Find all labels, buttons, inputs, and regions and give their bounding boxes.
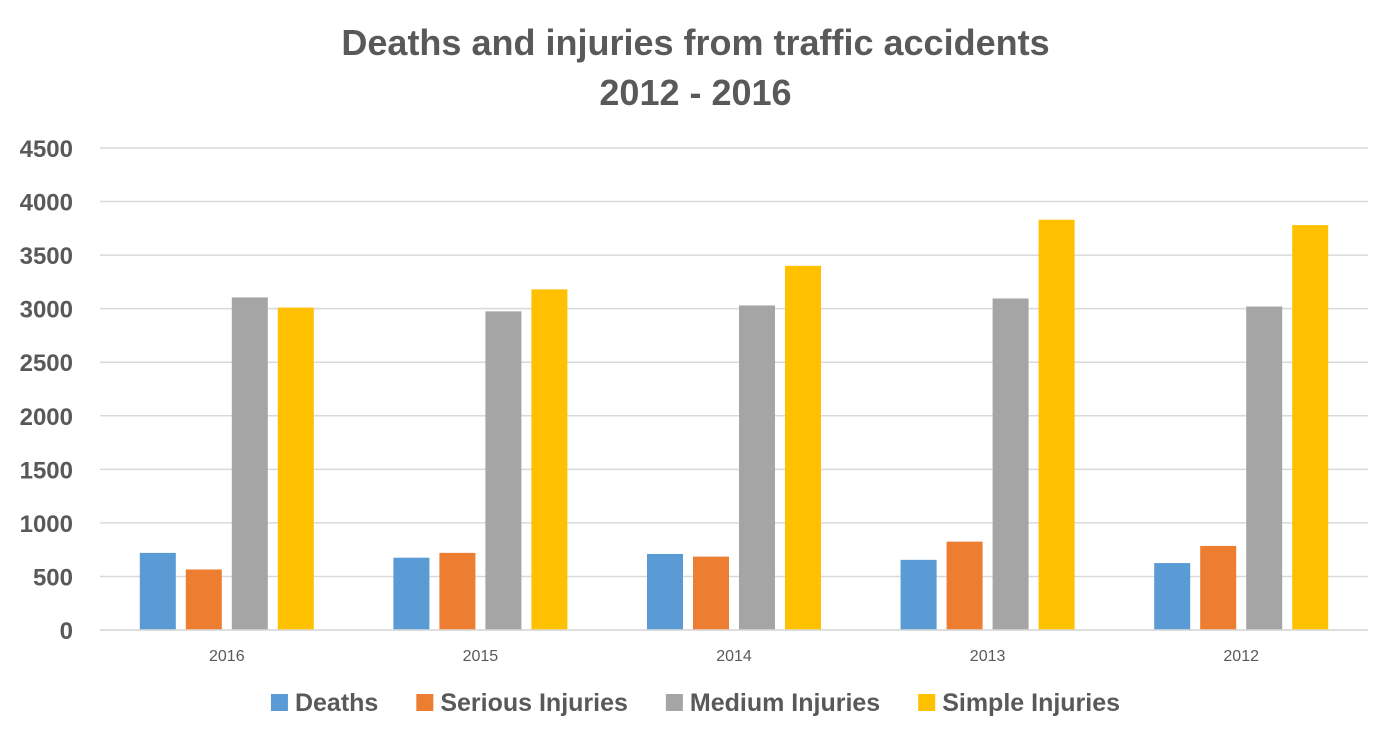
bar-serious-injuries bbox=[946, 541, 983, 630]
bar-medium-injuries bbox=[231, 297, 268, 630]
bar-medium-injuries bbox=[485, 311, 522, 630]
legend-swatch bbox=[270, 694, 288, 711]
legend-label: Deaths bbox=[295, 689, 378, 717]
y-tick-label: 4500 bbox=[20, 136, 73, 163]
y-tick-label: 2500 bbox=[20, 350, 73, 377]
legend-swatch bbox=[918, 694, 936, 711]
bar-deaths bbox=[393, 557, 430, 630]
bar-medium-injuries bbox=[992, 298, 1029, 630]
bar-serious-injuries bbox=[439, 552, 476, 630]
y-tick-label: 2000 bbox=[20, 404, 73, 431]
bar-serious-injuries bbox=[185, 569, 222, 630]
legend-swatch bbox=[665, 694, 683, 711]
x-tick-label: 2013 bbox=[970, 648, 1006, 665]
x-tick-label: 2016 bbox=[209, 648, 245, 665]
bar-simple-injuries bbox=[1292, 225, 1329, 630]
bar-deaths bbox=[139, 552, 176, 630]
y-tick-label: 1000 bbox=[20, 511, 73, 538]
bar-serious-injuries bbox=[693, 556, 729, 630]
x-tick-label: 2012 bbox=[1223, 648, 1259, 665]
bar-simple-injuries bbox=[785, 265, 821, 630]
y-tick-label: 0 bbox=[60, 618, 73, 645]
bar-deaths bbox=[647, 553, 683, 630]
chart-title: Deaths and injuries from traffic acciden… bbox=[341, 22, 1050, 63]
y-tick-label: 3000 bbox=[20, 297, 73, 324]
legend-label: Serious Injuries bbox=[440, 689, 628, 717]
bar-medium-injuries bbox=[739, 305, 775, 630]
bar-deaths bbox=[1154, 563, 1191, 630]
x-tick-label: 2014 bbox=[716, 648, 752, 665]
bar-simple-injuries bbox=[531, 289, 568, 630]
bar-simple-injuries bbox=[277, 307, 314, 630]
legend-label: Medium Injuries bbox=[690, 689, 880, 717]
y-tick-label: 500 bbox=[33, 564, 73, 591]
chart-subtitle: 2012 - 2016 bbox=[599, 72, 792, 113]
legend-label: Simple Injuries bbox=[942, 689, 1120, 717]
legend-swatch bbox=[416, 694, 434, 711]
bar-simple-injuries bbox=[1038, 219, 1075, 630]
x-tick-label: 2015 bbox=[463, 648, 499, 665]
bar-serious-injuries bbox=[1200, 545, 1237, 630]
y-tick-label: 4000 bbox=[20, 190, 73, 217]
bar-deaths bbox=[900, 559, 937, 630]
y-tick-label: 3500 bbox=[20, 243, 73, 270]
bar-medium-injuries bbox=[1246, 306, 1283, 630]
y-tick-label: 1500 bbox=[20, 457, 73, 484]
